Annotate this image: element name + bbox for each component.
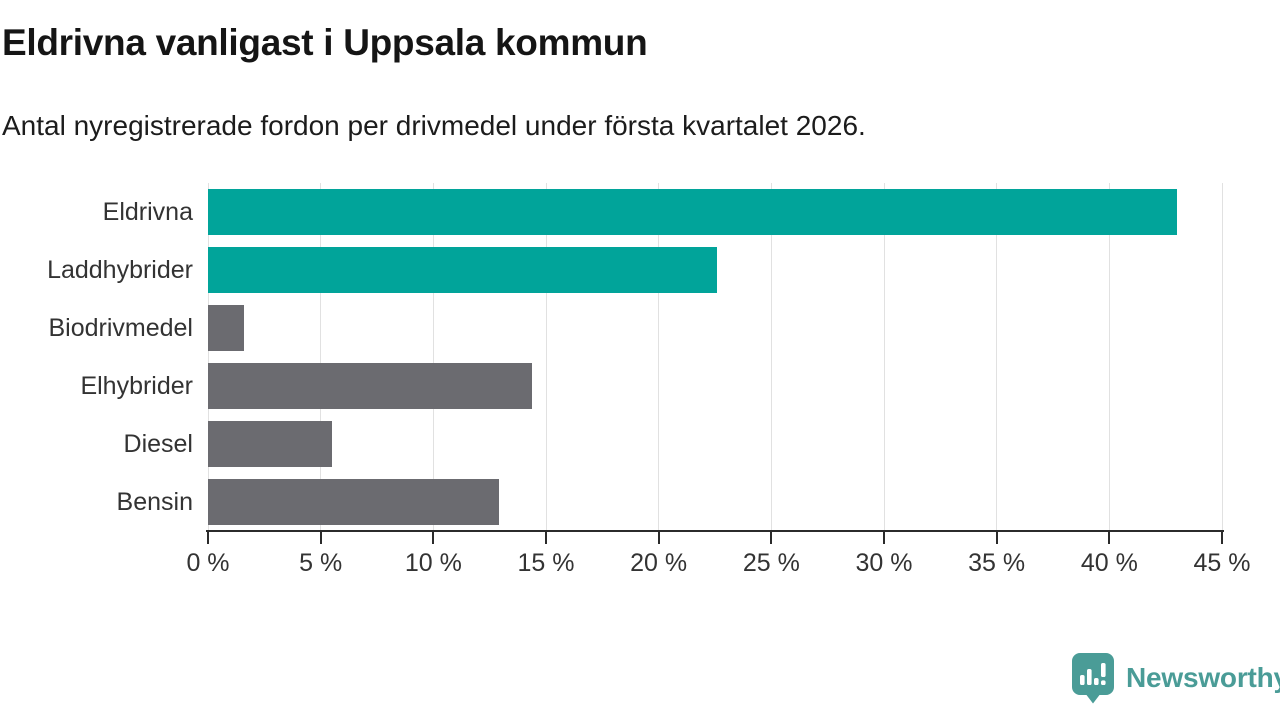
gridline — [1221, 183, 1223, 531]
brand-name: Newsworthy — [1126, 662, 1280, 693]
category-label-biodrivmedel: Biodrivmedel — [48, 314, 193, 342]
x-axis-tick-label: 40 % — [1080, 549, 1138, 577]
x-axis-tick-label: 45 % — [1193, 549, 1251, 577]
x-axis-tick — [995, 531, 998, 544]
x-axis-tick — [657, 531, 660, 544]
bar-elhybrider — [208, 363, 533, 409]
x-axis-tick-label: 10 % — [404, 549, 462, 577]
x-axis-tick-label: 0 % — [186, 549, 230, 577]
x-axis-tick-label: 25 % — [742, 549, 800, 577]
gridline — [207, 183, 209, 531]
chart-subtitle: Antal nyregistrerade fordon per drivmede… — [2, 110, 866, 141]
bar-diesel — [208, 421, 332, 467]
x-axis-tick — [770, 531, 773, 544]
gridline — [432, 183, 434, 531]
x-axis-tick — [319, 531, 322, 544]
x-axis-line — [206, 530, 1224, 532]
gridline — [770, 183, 772, 531]
x-axis-tick-label: 5 % — [299, 549, 343, 577]
newsworthy-logo-icon — [1070, 652, 1116, 704]
x-axis-tick-label: 30 % — [855, 549, 913, 577]
category-label-eldrivna: Eldrivna — [102, 198, 193, 226]
gridline — [658, 183, 660, 531]
x-axis-tick-label: 15 % — [517, 549, 575, 577]
chart-title: Eldrivna vanligast i Uppsala kommun — [2, 22, 648, 63]
gridline — [545, 183, 547, 531]
brand-footer: Newsworthy — [1070, 652, 1280, 704]
x-axis-tick — [883, 531, 885, 544]
gridline — [996, 183, 998, 531]
bar-biodrivmedel — [208, 305, 245, 351]
gridline — [883, 183, 885, 531]
category-label-bensin: Bensin — [116, 488, 193, 516]
category-label-elhybrider: Elhybrider — [80, 372, 193, 400]
bar-bensin — [208, 479, 499, 525]
x-axis-tick-label: 20 % — [630, 549, 688, 577]
category-label-laddhybrider: Laddhybrider — [47, 256, 193, 284]
bar-laddhybrider — [208, 247, 718, 293]
category-label-diesel: Diesel — [123, 430, 193, 458]
x-axis-tick — [1221, 531, 1223, 544]
gridline — [1108, 183, 1110, 531]
x-axis-tick — [1108, 531, 1111, 544]
x-axis-tick — [207, 531, 209, 544]
x-axis-tick — [545, 531, 547, 544]
x-axis-tick — [432, 531, 435, 544]
x-axis-tick-label: 35 % — [968, 549, 1026, 577]
gridline — [320, 183, 322, 531]
bar-eldrivna — [208, 189, 1177, 235]
